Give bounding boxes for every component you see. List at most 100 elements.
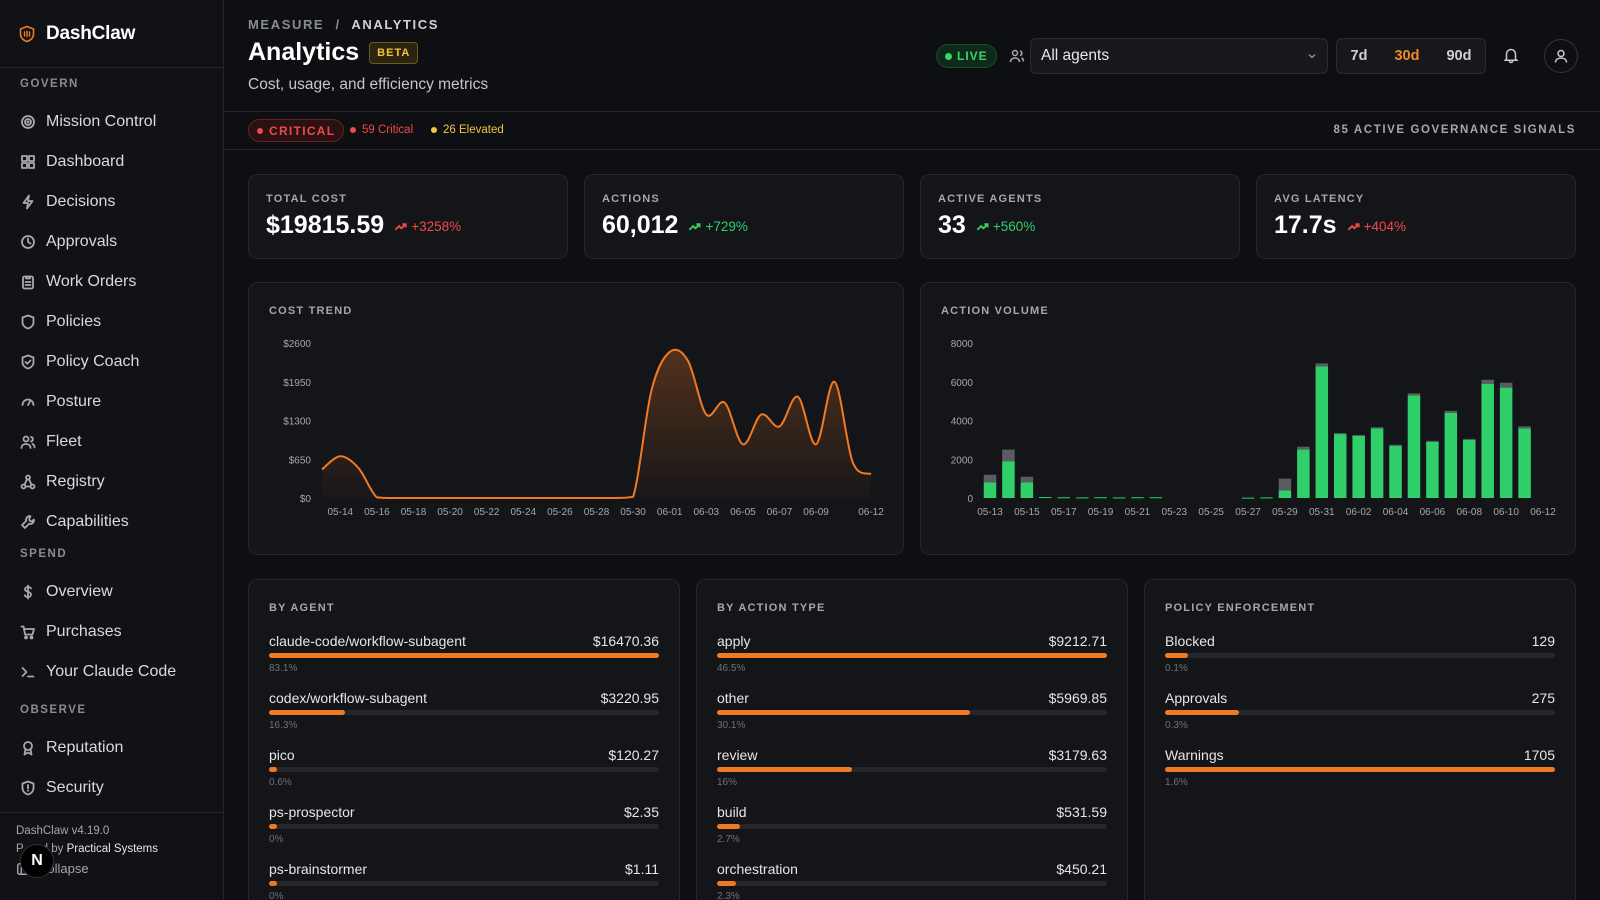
row-label: ps-brainstormer xyxy=(269,861,368,877)
range-7d[interactable]: 7d xyxy=(1350,48,1368,64)
sidebar-item-security[interactable]: Security xyxy=(0,768,224,808)
row-value: 1705 xyxy=(1523,747,1555,763)
sidebar-item-label: Registry xyxy=(46,473,105,490)
row-percent: 0.6% xyxy=(269,777,292,788)
row-bar-track xyxy=(1165,653,1555,658)
row-percent: 0% xyxy=(269,891,284,900)
sidebar-item-label: Capabilities xyxy=(46,513,129,530)
sidebar-item-policy-coach[interactable]: Policy Coach xyxy=(0,342,224,382)
breadcrumb-analytics: ANALYTICS xyxy=(351,17,439,32)
x-tick-label: 05-28 xyxy=(584,507,610,518)
x-tick-label: 05-23 xyxy=(1162,507,1188,518)
row-bar-track xyxy=(269,653,659,658)
by-action-card: BY ACTION TYPE apply $9212.71 46.5% other $5… xyxy=(696,579,1128,900)
sidebar-item-policies[interactable]: Policies xyxy=(0,302,224,342)
breakdown-row: build $531.59 2.7% xyxy=(717,804,1107,860)
x-tick-label: 06-02 xyxy=(1346,507,1372,518)
breakdown-row: Warnings 1705 1.6% xyxy=(1165,747,1555,803)
kpi-card-active-agents: ACTIVE AGENTS 33 +560% xyxy=(920,174,1240,259)
row-value: 129 xyxy=(1531,633,1555,649)
x-tick-label: 06-04 xyxy=(1383,507,1409,518)
sidebar-item-fleet[interactable]: Fleet xyxy=(0,422,224,462)
user-avatar[interactable] xyxy=(1544,39,1578,73)
sidebar-item-purchases[interactable]: Purchases xyxy=(0,612,224,652)
kpi-label: TOTAL COST xyxy=(266,193,348,205)
row-value: $3220.95 xyxy=(600,690,659,706)
sidebar-item-label: Purchases xyxy=(46,623,122,640)
app-name: DashClaw xyxy=(46,22,136,44)
kpi-card-total-cost: TOTAL COST $19815.59 +3258% xyxy=(248,174,568,259)
cost-trend-chart: $0 $650 $1300 $1950 $2600 05-14 05-16 05-18 05-2… xyxy=(283,339,884,518)
row-value: $531.59 xyxy=(1056,804,1107,820)
x-tick-label: 06-05 xyxy=(730,507,756,518)
volume-bar xyxy=(1260,497,1273,499)
kpi-delta: +3258% xyxy=(394,219,461,234)
sidebar-item-capabilities[interactable]: Capabilities xyxy=(0,502,224,542)
volume-bar xyxy=(1094,497,1107,499)
volume-bar xyxy=(1481,379,1494,384)
volume-bar xyxy=(1370,427,1384,429)
action-volume-title: ACTION VOLUME xyxy=(941,305,1049,317)
row-label: apply xyxy=(717,633,751,649)
range-90d[interactable]: 90d xyxy=(1446,48,1472,64)
sidebar-item-your-claude-code[interactable]: Your Claude Code xyxy=(0,652,224,692)
volume-bar xyxy=(1020,476,1034,483)
kpi-delta: +560% xyxy=(976,219,1035,234)
volume-bar xyxy=(1278,490,1292,498)
sidebar-item-dashboard[interactable]: Dashboard xyxy=(0,142,224,182)
breadcrumb-measure[interactable]: MEASURE xyxy=(248,17,325,32)
row-bar-track xyxy=(269,881,659,886)
policy-card: POLICY ENFORCEMENT Blocked 129 0.1% Approva… xyxy=(1144,579,1576,900)
sidebar-item-mission-control[interactable]: Mission Control xyxy=(0,102,224,142)
page-subtitle: Cost, usage, and efficiency metrics xyxy=(248,76,489,93)
row-percent: 2.3% xyxy=(717,891,740,900)
action-volume-card: ACTION VOLUME 0 2000 4000 6000 8000 05-13 05-1… xyxy=(920,282,1576,555)
sidebar-item-registry[interactable]: Registry xyxy=(0,462,224,502)
clipboard-icon xyxy=(20,274,36,290)
volume-bar xyxy=(1020,482,1034,498)
volume-bar xyxy=(1131,497,1144,499)
cost-trend-card: COST TREND $0 $650 $1300 $1950 $2600 05-14 05-… xyxy=(248,282,904,555)
sidebar-item-work-orders[interactable]: Work Orders xyxy=(0,262,224,302)
row-value: $5969.85 xyxy=(1048,690,1107,706)
row-value: $120.27 xyxy=(608,747,659,763)
volume-bar xyxy=(983,482,997,498)
volume-bar xyxy=(1333,434,1347,498)
sidebar-item-posture[interactable]: Posture xyxy=(0,382,224,422)
sidebar-item-decisions[interactable]: Decisions xyxy=(0,182,224,222)
by-agent-title: BY AGENT xyxy=(269,602,335,614)
volume-bar xyxy=(1112,497,1126,499)
x-tick-label: 05-18 xyxy=(401,507,427,518)
sidebar-item-overview[interactable]: Overview xyxy=(0,572,224,612)
n-avatar-badge[interactable]: N xyxy=(20,844,54,878)
agent-select[interactable]: All agents xyxy=(1030,38,1328,74)
sidebar-item-label: Decisions xyxy=(46,193,116,210)
breakdown-row: ps-prospector $2.35 0% xyxy=(269,804,659,860)
volume-bar xyxy=(1444,410,1458,413)
powered-by-link[interactable]: Practical Systems xyxy=(66,843,159,855)
row-percent: 2.7% xyxy=(717,834,740,845)
shield-icon xyxy=(20,314,36,330)
brand[interactable]: DashClaw xyxy=(0,0,223,68)
row-bar-fill xyxy=(269,824,277,829)
row-percent: 30.1% xyxy=(717,720,746,731)
sidebar-item-reputation[interactable]: Reputation xyxy=(0,728,224,768)
volume-bar xyxy=(1426,441,1439,498)
kpi-value: 33 +560% xyxy=(938,211,1036,239)
row-bar-track xyxy=(1165,767,1555,772)
critical-badge[interactable]: CRITICAL xyxy=(248,119,345,142)
sidebar-item-approvals[interactable]: Approvals xyxy=(0,222,224,262)
row-bar-track xyxy=(717,767,1107,772)
volume-bar xyxy=(1297,449,1310,498)
bell-icon[interactable] xyxy=(1502,46,1520,64)
volume-bar xyxy=(1039,497,1052,499)
breadcrumb: MEASURE / ANALYTICS xyxy=(248,17,439,32)
volume-bar xyxy=(1352,435,1365,437)
row-value: $2.35 xyxy=(623,804,659,820)
row-bar-track xyxy=(269,710,659,715)
volume-bar xyxy=(1389,444,1402,446)
row-bar-fill xyxy=(1165,710,1240,715)
x-tick-label: 05-16 xyxy=(364,507,390,518)
range-30d[interactable]: 30d xyxy=(1394,48,1420,64)
row-bar-track xyxy=(717,824,1107,829)
